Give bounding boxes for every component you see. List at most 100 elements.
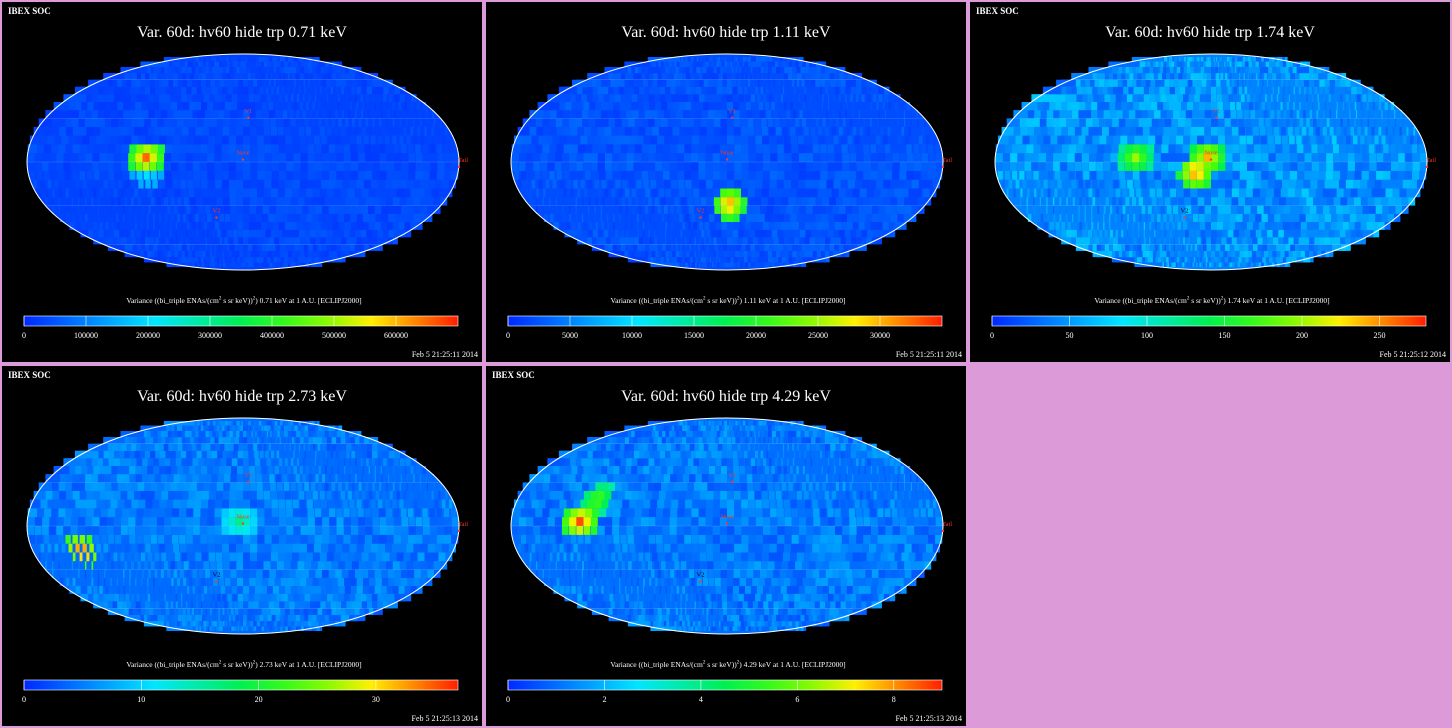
heatmap-cell — [178, 153, 186, 162]
heatmap-cell — [1175, 162, 1183, 171]
heatmap-cell — [1194, 86, 1201, 95]
heatmap-cell — [782, 179, 791, 189]
heatmap-cell — [763, 153, 771, 162]
heatmap-cell — [648, 144, 656, 154]
heatmap-cell — [659, 222, 662, 230]
heatmap-cell — [372, 144, 378, 154]
heatmap-cell — [1125, 197, 1130, 206]
heatmap-cell — [1197, 126, 1205, 136]
heatmap-cell — [103, 73, 125, 80]
heatmap-cell — [280, 102, 285, 111]
heatmap-cell — [338, 94, 340, 102]
heatmap-cell — [1231, 244, 1239, 251]
heatmap-cell — [325, 86, 327, 95]
heatmap-cell — [1189, 135, 1197, 145]
heatmap-cell — [104, 110, 117, 119]
heatmap-cell — [1081, 118, 1093, 127]
heatmap-cell — [781, 67, 789, 74]
heatmap-cell — [1195, 229, 1200, 238]
heatmap-cell — [1225, 135, 1232, 145]
heatmap-cell — [1182, 251, 1184, 258]
heatmap-cell — [890, 118, 892, 127]
heatmap-cell — [117, 197, 121, 206]
heatmap-cell — [72, 170, 78, 180]
heatmap-cell — [1117, 162, 1125, 171]
heatmap-cell — [698, 244, 700, 251]
heatmap-cell — [1147, 102, 1158, 111]
heatmap-cell — [743, 244, 751, 251]
heatmap-cell — [244, 262, 249, 267]
heatmap-cell — [840, 205, 853, 214]
heatmap-cell — [119, 229, 125, 238]
heatmap-cell — [1229, 73, 1232, 80]
heatmap-cell — [198, 251, 202, 258]
heatmap-cell — [706, 251, 708, 258]
heatmap-cell — [676, 153, 684, 162]
heatmap-cell — [1221, 257, 1229, 263]
heatmap-cell — [201, 126, 209, 136]
heatmap-cell — [1132, 222, 1134, 230]
heatmap-cell — [1169, 126, 1177, 136]
heatmap-cell — [643, 244, 650, 251]
heatmap-cell — [1336, 126, 1341, 136]
heatmap-cell — [306, 102, 309, 111]
heatmap-cell — [1331, 135, 1337, 145]
heatmap-cell — [259, 244, 267, 251]
heatmap-cell — [1294, 126, 1300, 136]
heatmap-cell — [1099, 110, 1110, 119]
heatmap-cell — [243, 126, 250, 136]
heatmap-cell — [413, 135, 418, 145]
heatmap-cell — [75, 126, 87, 136]
heatmap-cell — [786, 110, 791, 119]
heatmap-cell — [336, 153, 344, 162]
heatmap-cell — [1270, 94, 1273, 102]
heatmap-cell — [307, 162, 315, 171]
heatmap-cell — [265, 86, 269, 95]
heatmap-cell — [258, 79, 262, 87]
heatmap-cell — [229, 197, 237, 206]
heatmap-cell — [177, 197, 182, 206]
heatmap-cell — [205, 244, 207, 251]
heatmap-cell — [699, 222, 704, 230]
heatmap-cell — [1033, 170, 1039, 180]
heatmap-cell — [306, 170, 315, 180]
heatmap-cell — [201, 229, 204, 238]
heatmap-cell — [123, 213, 125, 222]
heatmap-cell — [849, 162, 857, 171]
heatmap-cell — [773, 229, 784, 238]
heatmap-cell — [686, 251, 690, 258]
heatmap-cell — [226, 86, 233, 95]
heatmap-cell — [293, 222, 303, 230]
heatmap-cell — [640, 162, 648, 171]
heatmap-cell — [1360, 135, 1365, 145]
heatmap-cell — [157, 170, 165, 180]
heatmap-cell — [243, 251, 248, 258]
heatmap-cell — [799, 153, 806, 162]
heatmap-cell — [815, 188, 825, 198]
heatmap-cell — [271, 153, 279, 162]
heatmap-cell — [393, 144, 400, 154]
heatmap-cell — [257, 237, 264, 245]
heatmap-cell — [232, 79, 239, 87]
heatmap-cell — [1225, 170, 1233, 180]
heatmap-cell — [915, 179, 926, 189]
heatmap-cell — [214, 135, 223, 145]
heatmap-cell — [1122, 205, 1126, 214]
heatmap-cell — [1060, 144, 1069, 154]
heatmap-cell — [238, 244, 243, 251]
heatmap-cell — [275, 73, 277, 80]
heatmap-cell — [356, 102, 358, 111]
heatmap-cell — [217, 79, 225, 87]
heatmap-cell — [413, 110, 415, 119]
heatmap-cell — [263, 118, 270, 127]
heatmap-cell — [605, 162, 612, 171]
heatmap-cell — [1160, 86, 1170, 95]
heatmap-cell — [679, 94, 688, 102]
heatmap-cell — [66, 118, 79, 127]
heatmap-cell — [1107, 237, 1114, 245]
heatmap-cell — [1125, 170, 1133, 180]
heatmap-cell — [587, 237, 597, 245]
heatmap-cell — [451, 144, 457, 154]
heatmap-cell — [222, 188, 230, 198]
heatmap-cell — [533, 162, 540, 171]
